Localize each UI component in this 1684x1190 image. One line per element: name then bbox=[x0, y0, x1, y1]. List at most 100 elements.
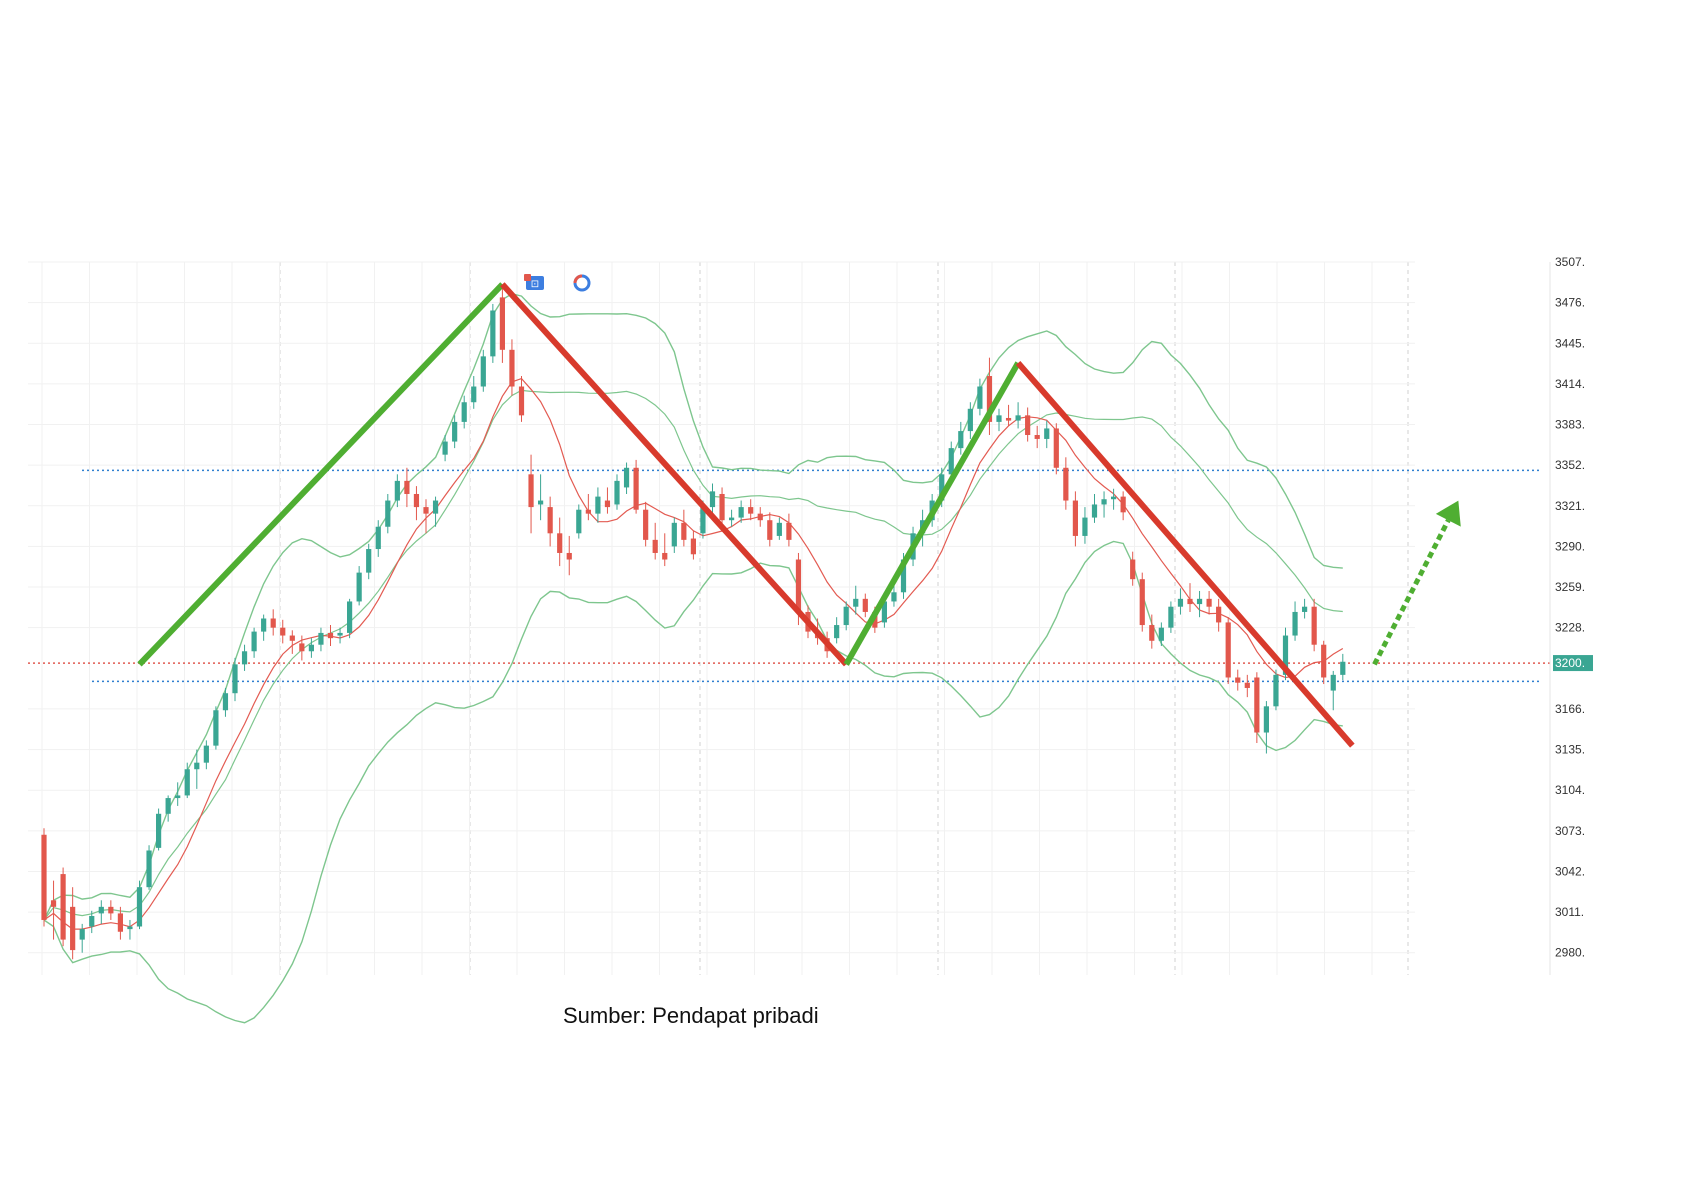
candle-up bbox=[490, 303, 496, 363]
candle-body bbox=[308, 644, 314, 652]
candle-body bbox=[652, 539, 658, 553]
candle-down bbox=[1225, 617, 1231, 685]
candle-body bbox=[767, 520, 773, 540]
candle-body bbox=[557, 533, 563, 553]
candle-down bbox=[528, 454, 534, 534]
price-tick-label: 3011. bbox=[1555, 905, 1584, 919]
candle-down bbox=[1187, 583, 1193, 612]
candle-up bbox=[213, 706, 219, 750]
candle-body bbox=[1015, 415, 1021, 421]
candle-body bbox=[643, 509, 649, 540]
candle-up bbox=[1177, 588, 1184, 615]
candle-body bbox=[41, 834, 47, 920]
candle-down bbox=[786, 513, 792, 547]
candle-body bbox=[518, 386, 525, 416]
candle-body bbox=[843, 606, 849, 626]
candle-body bbox=[108, 906, 114, 914]
candle-body bbox=[690, 538, 696, 555]
candle-up bbox=[241, 644, 248, 671]
price-tick-label: 3383. bbox=[1555, 418, 1585, 432]
projection-arrow-head bbox=[1435, 500, 1461, 527]
candle-body bbox=[156, 813, 162, 848]
candle-body bbox=[1149, 625, 1155, 641]
candle-body bbox=[1330, 674, 1336, 691]
candle-up bbox=[337, 627, 343, 644]
band-inner-line bbox=[43, 389, 1343, 921]
candle-body bbox=[1139, 579, 1145, 626]
candle-down bbox=[748, 499, 754, 521]
price-tick-label: 3290. bbox=[1555, 539, 1585, 553]
candle-down bbox=[1216, 598, 1222, 632]
candle-body bbox=[432, 500, 439, 514]
candle-body bbox=[89, 916, 95, 927]
candle-down bbox=[518, 376, 525, 422]
candle-body bbox=[623, 467, 630, 488]
trend-line-drop-1 bbox=[500, 282, 849, 667]
candle-body bbox=[576, 509, 582, 534]
candle-body bbox=[881, 601, 887, 623]
candle-down bbox=[1321, 640, 1327, 685]
price-tick-label: 3507. bbox=[1555, 255, 1585, 269]
candle-down bbox=[60, 867, 66, 947]
candle-down bbox=[662, 533, 668, 567]
candle-up bbox=[442, 435, 448, 462]
candle-body bbox=[347, 601, 353, 633]
candle-body bbox=[1321, 644, 1327, 678]
chart-grid bbox=[28, 261, 1415, 975]
candle-up bbox=[385, 493, 391, 534]
candle-body bbox=[1273, 674, 1279, 707]
candle-body bbox=[60, 874, 66, 940]
candle-body bbox=[165, 798, 171, 814]
candle-up bbox=[308, 638, 314, 658]
candle-body bbox=[719, 493, 725, 521]
candle-up bbox=[203, 740, 209, 770]
candle-body bbox=[452, 421, 458, 442]
candle-up bbox=[1168, 601, 1174, 633]
candle-down bbox=[499, 286, 505, 363]
clock-marker-accent bbox=[573, 274, 583, 284]
candle-body bbox=[1025, 415, 1031, 436]
candle-body bbox=[585, 509, 591, 514]
candle-body bbox=[757, 513, 763, 521]
candle-body bbox=[1101, 499, 1107, 505]
candle-down bbox=[719, 487, 725, 527]
candle-body bbox=[1244, 682, 1250, 688]
candle-down bbox=[1130, 551, 1136, 586]
candle-up bbox=[891, 583, 897, 607]
candle-body bbox=[1340, 661, 1346, 675]
candle-body bbox=[423, 507, 429, 514]
candle-up bbox=[471, 376, 477, 409]
candle-down bbox=[862, 593, 868, 618]
candle-down bbox=[1063, 457, 1069, 510]
price-tick-label: 3104. bbox=[1555, 783, 1585, 797]
candle-body bbox=[1082, 517, 1088, 536]
candle-up bbox=[222, 687, 229, 717]
candle-body bbox=[1053, 428, 1059, 468]
candle-body bbox=[681, 522, 687, 540]
candle-body bbox=[318, 632, 324, 645]
candle-down bbox=[986, 357, 993, 436]
price-tick-label: 3445. bbox=[1555, 336, 1585, 350]
candle-down bbox=[1244, 674, 1250, 698]
candle-up bbox=[165, 795, 171, 822]
candle-body bbox=[958, 431, 964, 449]
price-tick-label: 3228. bbox=[1555, 621, 1585, 635]
trend-line-impulse-up-2 bbox=[843, 361, 1021, 666]
candle-body bbox=[738, 507, 744, 518]
candle-up bbox=[1273, 669, 1279, 711]
last-price-tag bbox=[1553, 655, 1593, 672]
candle-down bbox=[404, 467, 410, 508]
candle-up bbox=[156, 808, 162, 851]
candle-body bbox=[1216, 606, 1222, 623]
candle-up bbox=[623, 462, 630, 494]
candle-body bbox=[385, 500, 391, 527]
candle-up bbox=[834, 617, 840, 644]
candle-body bbox=[79, 929, 85, 940]
candle-body bbox=[1206, 598, 1212, 607]
candle-body bbox=[547, 507, 553, 534]
candle-body bbox=[146, 850, 152, 888]
candle-body bbox=[1311, 606, 1317, 645]
candle-body bbox=[232, 664, 238, 694]
candle-up bbox=[709, 483, 716, 514]
candle-up bbox=[127, 919, 133, 940]
